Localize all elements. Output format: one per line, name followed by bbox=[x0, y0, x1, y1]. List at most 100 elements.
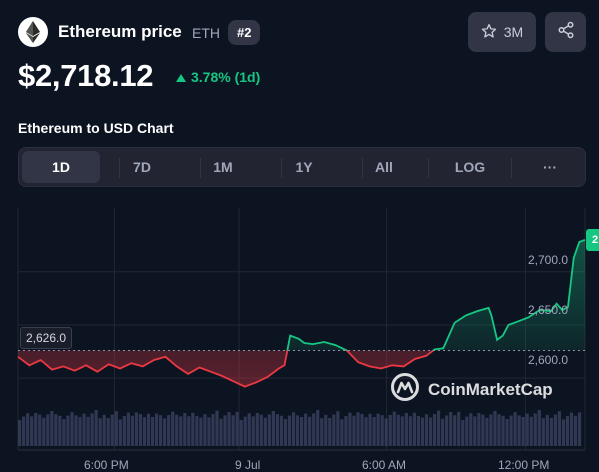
volume-bar bbox=[340, 419, 344, 446]
volume-bar bbox=[573, 415, 578, 446]
volume-bar bbox=[86, 416, 90, 446]
volume-bar bbox=[251, 416, 255, 446]
volume-bar bbox=[118, 419, 122, 446]
volume-bar bbox=[211, 414, 215, 446]
volume-bar bbox=[569, 412, 574, 446]
volume-bar bbox=[94, 410, 98, 446]
volume-bar bbox=[336, 411, 340, 446]
volume-bar bbox=[271, 411, 275, 446]
y-tick-label: 2,650.0 bbox=[528, 303, 569, 317]
volume-bar bbox=[457, 411, 461, 446]
volume-bar bbox=[553, 414, 557, 446]
tab-1y[interactable]: 1Y bbox=[295, 159, 313, 175]
y-tick-label: 2,700.0 bbox=[528, 253, 569, 267]
volume-bar bbox=[255, 413, 259, 446]
volume-bar bbox=[360, 414, 364, 446]
volume-bar bbox=[501, 415, 505, 446]
volume-bar bbox=[58, 415, 62, 446]
volume-bar bbox=[509, 415, 513, 446]
y-tick-label: 2,600.0 bbox=[528, 353, 569, 367]
tab-log[interactable]: LOG bbox=[454, 159, 486, 175]
volume-bar bbox=[267, 414, 271, 446]
ethereum-logo-icon bbox=[18, 17, 48, 47]
volume-bar bbox=[187, 416, 191, 446]
price-change: 3.78% (1d) bbox=[176, 69, 260, 85]
page-title: Ethereum price bbox=[58, 22, 182, 41]
volume-bar bbox=[167, 415, 171, 446]
volume-bar bbox=[356, 412, 360, 446]
volume-bar bbox=[203, 414, 207, 446]
volume-bar bbox=[489, 414, 493, 446]
volume-bar bbox=[171, 411, 175, 446]
area-fill-down bbox=[18, 350, 434, 387]
x-tick-label: 6:00 PM bbox=[84, 458, 129, 472]
price-change-value: 3.78% (1d) bbox=[191, 69, 261, 85]
watermark-text: CoinMarketCap bbox=[428, 379, 553, 399]
volume-bar bbox=[545, 414, 549, 446]
volume-bar bbox=[50, 411, 54, 446]
volume-bar bbox=[287, 415, 292, 446]
volume-bar bbox=[517, 415, 521, 446]
price-line-down bbox=[17, 350, 435, 388]
watchlist-button[interactable]: 3M bbox=[468, 12, 536, 52]
volume-bar bbox=[533, 413, 537, 446]
volume-bar bbox=[175, 414, 179, 446]
volume-bar bbox=[320, 418, 324, 446]
volume-bar bbox=[384, 418, 388, 446]
volume-bar bbox=[291, 412, 296, 446]
tab-divider bbox=[200, 158, 201, 178]
tab-7d[interactable]: 7D bbox=[133, 159, 151, 175]
rank-badge-label: #2 bbox=[237, 25, 252, 40]
volume-bar bbox=[469, 413, 473, 446]
volume-bar bbox=[134, 412, 139, 446]
volume-bar bbox=[34, 413, 38, 446]
tab-more[interactable]: ··· bbox=[543, 159, 557, 175]
volume-bar bbox=[312, 413, 316, 446]
volume-bar bbox=[106, 418, 110, 446]
volume-bar bbox=[412, 412, 416, 446]
volume-bar bbox=[328, 418, 332, 446]
volume-bar bbox=[247, 413, 251, 446]
volume-bar bbox=[30, 416, 34, 446]
volume-bar bbox=[380, 415, 384, 446]
volume-bar bbox=[308, 416, 312, 446]
volume-bar bbox=[239, 420, 243, 446]
volume-bar bbox=[130, 415, 134, 446]
volume-bar bbox=[159, 415, 163, 446]
volume-bar bbox=[146, 413, 151, 446]
volume-bar bbox=[376, 413, 380, 446]
area-fill-up bbox=[18, 239, 585, 351]
volume-bar bbox=[420, 417, 425, 446]
volume-bar bbox=[388, 415, 392, 446]
volume-bar bbox=[396, 414, 400, 446]
x-tick-label: 9 Jul bbox=[235, 458, 261, 472]
volume-bar bbox=[300, 417, 304, 446]
volume-bar bbox=[344, 416, 348, 446]
volume-bar bbox=[26, 413, 30, 446]
volume-bar bbox=[74, 415, 78, 446]
share-button[interactable] bbox=[545, 12, 586, 52]
tab-all[interactable]: All bbox=[375, 159, 393, 175]
watchlist-count: 3M bbox=[503, 24, 524, 40]
volume-bar bbox=[493, 411, 497, 446]
chart-title: Ethereum to USD Chart bbox=[18, 120, 174, 136]
tab-1d[interactable]: 1D bbox=[22, 151, 100, 183]
volume-bar bbox=[114, 411, 118, 446]
price-chart[interactable] bbox=[0, 195, 599, 470]
triangle-up-icon bbox=[176, 69, 186, 85]
volume-bar bbox=[424, 414, 429, 446]
volume-bar bbox=[110, 414, 114, 446]
volume-bar bbox=[404, 413, 408, 446]
volume-bar bbox=[138, 414, 143, 446]
volume-bar bbox=[227, 412, 231, 446]
volume-bar bbox=[529, 416, 533, 446]
volume-bar bbox=[352, 415, 356, 446]
volume-bar bbox=[304, 413, 308, 446]
tab-1m[interactable]: 1M bbox=[213, 159, 233, 175]
volume-bar bbox=[98, 418, 102, 446]
volume-bar bbox=[497, 414, 501, 446]
volume-bar bbox=[207, 417, 211, 446]
volume-bar bbox=[62, 419, 66, 446]
volume-bar bbox=[283, 419, 288, 446]
volume-bar bbox=[400, 416, 404, 446]
